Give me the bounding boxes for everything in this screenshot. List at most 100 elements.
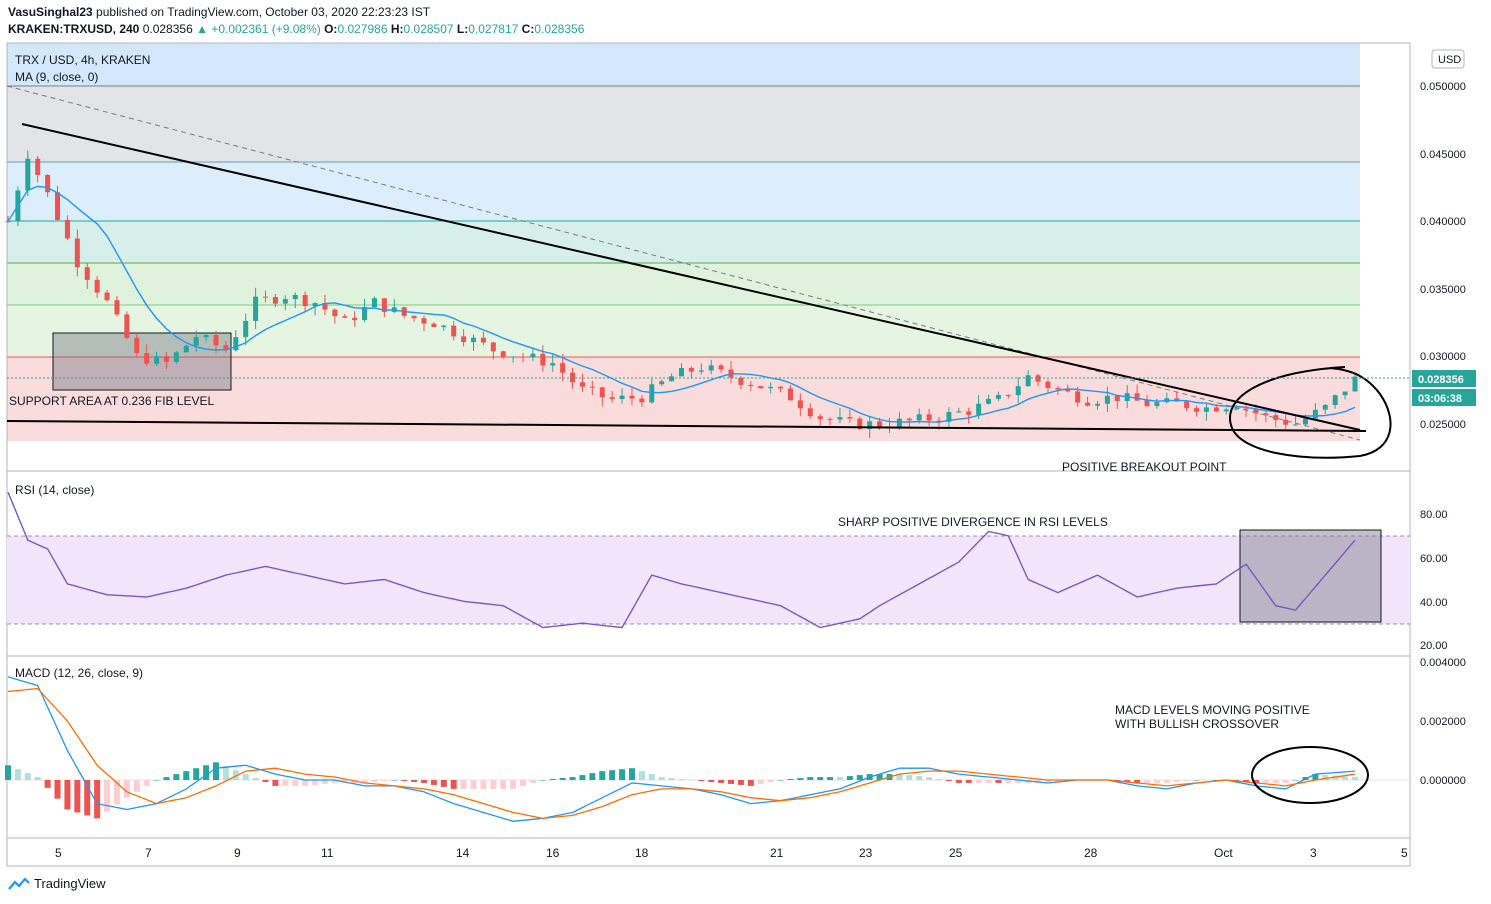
histogram-bar — [292, 780, 299, 786]
support-trendline[interactable] — [6, 420, 1367, 432]
histogram-bar — [1193, 780, 1200, 781]
candle-body — [639, 398, 645, 403]
histogram-bar — [1243, 780, 1250, 782]
candle-body — [550, 363, 556, 366]
candle-body — [857, 418, 863, 430]
pane-title: TRX / USD, 4h, KRAKEN — [15, 53, 150, 67]
macd-tick: 0.000000 — [1420, 775, 1466, 787]
candle-body — [1223, 409, 1229, 412]
symbol-name: KRAKEN:TRXUSD, 240 — [8, 22, 140, 36]
histogram-bar — [767, 780, 774, 782]
histogram-bar — [787, 779, 794, 780]
candle-body — [55, 192, 61, 220]
histogram-bar — [1153, 780, 1160, 783]
candle-body — [570, 372, 576, 383]
histogram-bar — [906, 775, 913, 780]
candle-body — [599, 387, 605, 398]
price-tick: 0.045000 — [1420, 149, 1466, 161]
candle-body — [1273, 415, 1279, 420]
breakout-circle[interactable] — [1229, 366, 1392, 459]
candle-body — [906, 418, 912, 421]
histogram-bar — [995, 780, 1002, 783]
candle-body — [1094, 403, 1100, 406]
histogram-bar — [1005, 780, 1012, 783]
histogram-bar — [916, 776, 923, 780]
currency-badge[interactable] — [1431, 49, 1465, 69]
rsi-tick: 40.00 — [1420, 597, 1448, 609]
histogram-bar — [965, 780, 972, 783]
histogram-bar — [14, 769, 21, 780]
histogram-bar — [460, 780, 467, 789]
histogram-bar — [1163, 780, 1170, 783]
histogram-bar — [520, 780, 527, 786]
histogram-bar — [133, 780, 140, 792]
rsi-annotation: SHARP POSITIVE DIVERGENCE IN RSI LEVELS — [838, 515, 1108, 529]
price-tick: 0.050000 — [1420, 81, 1466, 93]
candle-body — [1293, 424, 1299, 426]
histogram-bar — [183, 771, 190, 780]
candle-body — [183, 345, 189, 353]
candle-body — [1312, 409, 1318, 419]
candle-body — [976, 403, 982, 415]
candle-body — [25, 158, 31, 191]
candle-body — [500, 351, 506, 357]
macd-tick: 0.002000 — [1420, 716, 1466, 728]
candle-body — [916, 414, 922, 421]
histogram-bar — [1044, 780, 1051, 783]
crossover-circle[interactable] — [1251, 746, 1369, 804]
candle-body — [649, 384, 655, 403]
countdown-tag — [1412, 389, 1476, 406]
histogram-bar — [737, 780, 744, 785]
candle-body — [679, 367, 684, 377]
candle-body — [1085, 402, 1091, 406]
histogram-bar — [331, 780, 338, 783]
fib-band-05 — [7, 221, 1360, 263]
candle-body — [480, 337, 486, 343]
candle-body — [1075, 391, 1081, 403]
candle-body — [619, 395, 625, 399]
dashed-trendline[interactable] — [6, 85, 1361, 441]
candle-body — [609, 397, 615, 399]
candle-body — [718, 365, 724, 370]
descending-trendline[interactable] — [21, 123, 1361, 431]
candle-body — [659, 381, 665, 385]
histogram-bar — [74, 780, 81, 813]
histogram-bar — [252, 778, 259, 780]
histogram-bar — [143, 780, 150, 786]
candle-body — [589, 386, 595, 388]
histogram-bar — [926, 777, 933, 780]
histogram-bar — [836, 777, 843, 780]
histogram-bar — [480, 780, 487, 789]
candle-body — [738, 377, 744, 385]
candle-body — [698, 370, 704, 372]
histogram-bar — [440, 780, 447, 787]
candle-body — [1184, 401, 1190, 409]
histogram-bar — [232, 770, 239, 780]
histogram-bar — [312, 780, 319, 785]
histogram-bar — [529, 780, 536, 783]
histogram-bar — [193, 768, 200, 780]
support-area-box[interactable] — [52, 332, 232, 391]
time-tick: Oct — [1214, 846, 1233, 860]
histogram-bar — [302, 780, 309, 786]
rsi-divergence-box[interactable] — [1239, 529, 1382, 623]
candle-body — [847, 417, 853, 419]
candle-body — [1134, 393, 1140, 401]
time-axis[interactable]: 5 7 9 11 14 16 18 21 23 25 28 Oct 3 5 — [55, 846, 1408, 860]
candle-body — [213, 335, 219, 346]
histogram-bar — [1173, 780, 1180, 782]
candle-body — [995, 394, 1001, 399]
histogram-bar — [718, 780, 725, 783]
histogram-bar — [381, 780, 388, 781]
candle-body — [1194, 408, 1200, 412]
histogram-bar — [936, 779, 943, 780]
histogram-bar — [34, 777, 41, 780]
candle-body — [758, 386, 764, 389]
rsi-legend: RSI (14, close) — [15, 483, 94, 497]
candle-body — [421, 318, 427, 324]
ma-line — [7, 185, 1356, 423]
histogram-bar — [638, 771, 645, 780]
footer-brand[interactable]: TradingView — [8, 876, 106, 891]
candle-body — [302, 294, 308, 307]
